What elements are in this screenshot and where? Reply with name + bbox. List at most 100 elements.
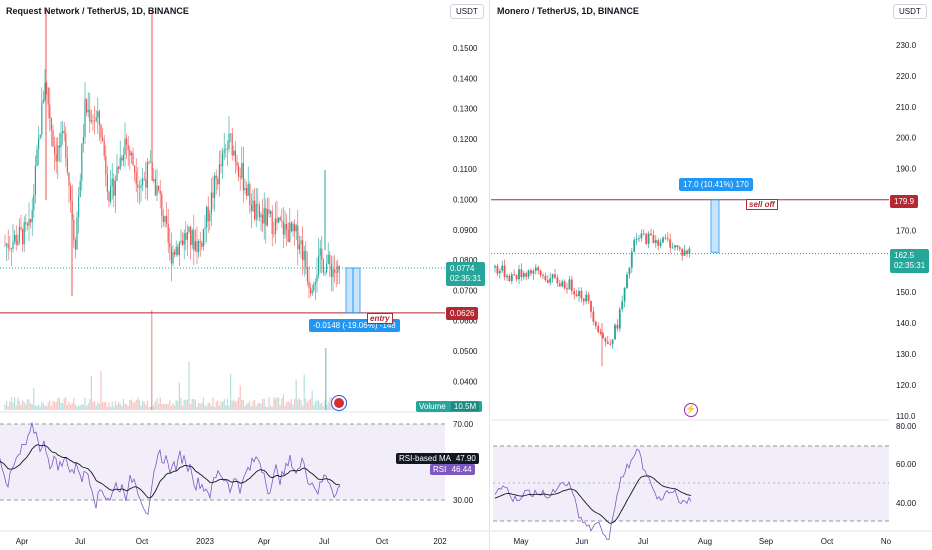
left-candle-body [204, 227, 206, 230]
left-candle-body [334, 269, 336, 273]
left-candle-body [30, 219, 32, 223]
right-current-price-badge: 162.5 02:35:31 [890, 249, 930, 273]
right-candle-body [681, 248, 684, 256]
left-volume-bar [81, 404, 83, 410]
left-candle-body [81, 143, 83, 181]
left-volume-bar [290, 398, 292, 410]
left-candle-body [34, 166, 36, 195]
left-candle-body [180, 240, 182, 243]
right-price-tick: 210.0 [896, 103, 917, 112]
left-volume-bar [271, 406, 273, 410]
right-chart-panel[interactable]: 230.0220.0210.0200.0190.0180.0170.0160.0… [491, 0, 932, 550]
sell-off-annotation[interactable]: sell off [746, 199, 778, 210]
left-volume-bar [79, 405, 81, 410]
left-candle-body [262, 214, 264, 224]
left-candle-body [298, 244, 300, 250]
left-volume-bar [273, 397, 275, 410]
left-candle-body [57, 145, 59, 162]
left-candle-body [172, 251, 174, 264]
left-candle-body [313, 284, 315, 291]
left-time-tick: Apr [16, 537, 29, 546]
right-candle-body [573, 290, 576, 295]
left-price-tick: 0.1400 [453, 74, 478, 83]
left-price-tick: 0.1300 [453, 105, 478, 114]
left-flag-icon[interactable] [332, 396, 346, 410]
left-candle-body [84, 99, 86, 137]
left-candle-body [66, 158, 68, 173]
left-volume-bar [103, 401, 105, 410]
left-candle-body [276, 218, 278, 223]
left-candle-body [209, 213, 211, 222]
right-candle-body [645, 233, 648, 244]
right-candle-body [558, 283, 561, 287]
left-time-tick: Jul [75, 537, 85, 546]
left-volume-bar [14, 397, 16, 410]
left-candle-body [111, 178, 113, 186]
left-volume-bar [254, 399, 256, 410]
right-time-tick: No [881, 537, 892, 546]
right-time-tick: Jul [638, 537, 648, 546]
right-candle-body [628, 267, 631, 275]
left-candle-body [122, 155, 124, 161]
left-candle-body [22, 228, 24, 245]
left-candle-body [108, 191, 110, 202]
left-candle-body [222, 153, 224, 167]
left-volume-bar [241, 399, 243, 410]
left-volume-bar [62, 403, 64, 410]
left-volume-bar [332, 406, 334, 410]
left-candle-body [230, 133, 232, 135]
left-candle-body [28, 219, 30, 226]
right-candle-body [549, 278, 552, 283]
left-candle-body [73, 219, 75, 241]
left-candle-body [127, 144, 129, 151]
left-volume-bar [202, 397, 204, 410]
left-candle-body [82, 136, 84, 144]
left-candle-body [33, 194, 35, 211]
right-candle-body [542, 275, 544, 276]
right-candle-body [666, 238, 669, 240]
lightning-icon[interactable]: ⚡ [684, 403, 698, 417]
left-volume-bar [204, 404, 206, 410]
left-volume-bar [223, 398, 225, 410]
right-candle-body [503, 265, 506, 278]
right-chart-canvas[interactable]: 230.0220.0210.0200.0190.0180.0170.0160.0… [491, 0, 932, 550]
left-price-tick: 0.0800 [453, 256, 478, 265]
left-volume-bar [65, 397, 67, 410]
left-currency-button[interactable]: USDT [450, 4, 484, 19]
right-currency-button[interactable]: USDT [893, 4, 927, 19]
left-candle-body [324, 272, 326, 273]
left-chart-panel[interactable]: 0.1500 0.1400 0.1300 0.1200 0.1100 0.1000 0.09… [0, 0, 490, 550]
left-volume-bar [279, 405, 281, 410]
left-candle-body [335, 272, 337, 274]
left-candle-body [95, 117, 97, 121]
left-chart-canvas[interactable]: 0.1500 0.1400 0.1300 0.1200 0.1100 0.1000 0.09… [0, 0, 490, 550]
left-current-price-badge: 0.0774 02:35:31 [446, 262, 486, 286]
left-volume-bar [137, 397, 139, 410]
right-candle-body [525, 273, 528, 277]
right-candle-body [671, 247, 674, 249]
right-price-tick: 110.0 [896, 412, 916, 421]
left-candle-body [281, 220, 283, 222]
right-candle-body [520, 269, 523, 278]
left-volume-bar [268, 397, 270, 410]
left-volume-bar [126, 404, 128, 410]
left-candle-body [58, 145, 60, 148]
right-measure-label: 17.0 (10.41%) 170 [679, 178, 753, 191]
left-volume-bar [122, 398, 124, 410]
left-volume-bar [239, 385, 241, 410]
right-candle-body [592, 311, 595, 322]
left-candle-body [142, 178, 144, 185]
right-candle-body [638, 238, 640, 240]
left-volume-bar [257, 403, 259, 410]
left-volume-bar [138, 400, 140, 410]
right-rsi-tick: 60.00 [896, 460, 917, 469]
left-candle-body [252, 200, 254, 212]
left-candle-body [207, 206, 209, 222]
entry-annotation[interactable]: entry [367, 313, 393, 324]
right-candle-body [683, 250, 686, 256]
left-candle-body [201, 242, 203, 247]
left-volume-bar [199, 403, 201, 410]
right-price-tick: 150.0 [896, 288, 917, 297]
left-volume-bar [92, 401, 94, 410]
left-candle-body [329, 254, 331, 265]
